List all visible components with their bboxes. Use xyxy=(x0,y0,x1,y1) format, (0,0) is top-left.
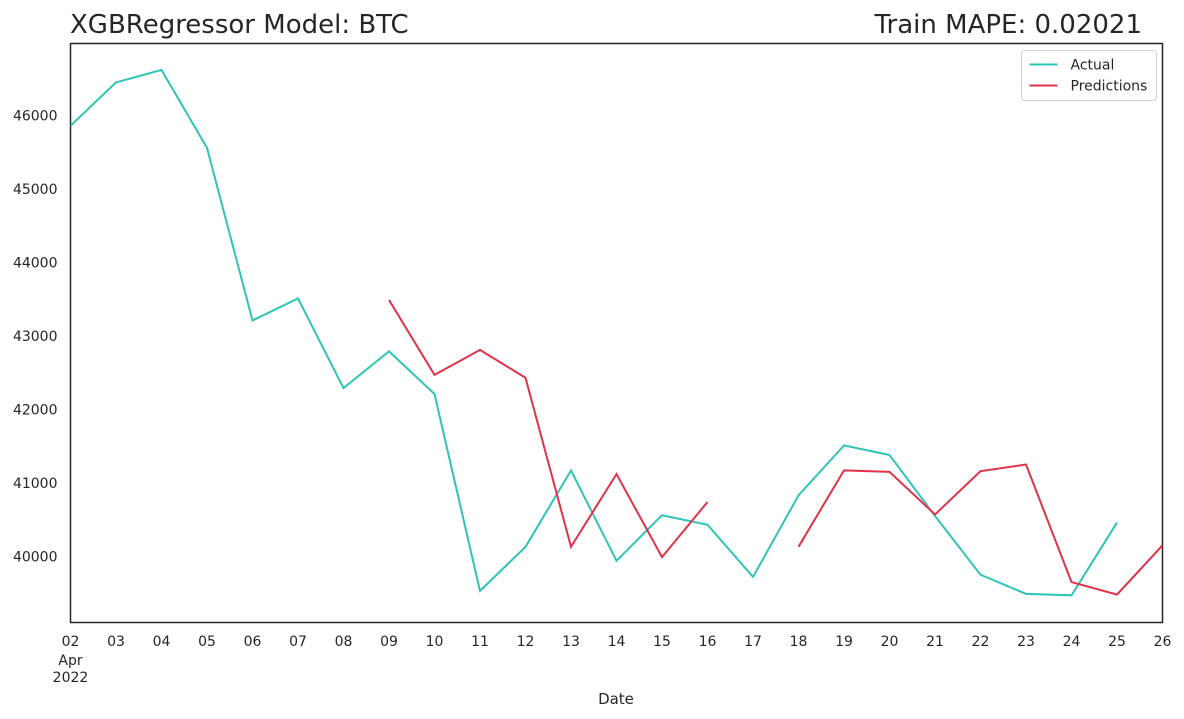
y-tick-label: 41000 xyxy=(13,476,58,492)
x-tick-label: 10 xyxy=(426,634,444,650)
plot-frame xyxy=(69,42,1164,624)
y-tick-label: 46000 xyxy=(13,109,58,125)
x-tick-label: 05 xyxy=(198,634,216,650)
legend-box xyxy=(1021,50,1157,101)
x-tick-label: 06 xyxy=(244,634,262,650)
x-tick-label: 07 xyxy=(289,634,307,650)
series-line-predictions xyxy=(388,299,1163,596)
x-tick-label: 19 xyxy=(835,634,853,650)
x-tick-label: 12 xyxy=(517,634,535,650)
chart-title-right: Train MAPE: 0.02021 xyxy=(873,10,1142,40)
x-tick-label: 22 xyxy=(972,634,990,650)
x-tick-sublabel: 2022 xyxy=(53,670,89,686)
y-tick-label: 45000 xyxy=(13,182,58,198)
x-tick-label: 08 xyxy=(335,634,353,650)
x-tick-label: 20 xyxy=(881,634,899,650)
x-tick-label: 11 xyxy=(471,634,489,650)
x-tick-label: 17 xyxy=(744,634,762,650)
x-tick-label: 14 xyxy=(608,634,626,650)
x-tick-label: 21 xyxy=(926,634,944,650)
x-tick-sublabel: Apr xyxy=(58,653,82,669)
x-axis-label: Date xyxy=(598,690,634,708)
x-tick-label: 16 xyxy=(699,634,717,650)
series-layer xyxy=(70,68,1163,597)
x-tick-label: 25 xyxy=(1108,634,1126,650)
x-tick-label: 26 xyxy=(1154,634,1172,650)
x-tick-label: 18 xyxy=(790,634,808,650)
legend: Actual Predictions xyxy=(1021,50,1157,101)
x-tick-label: 09 xyxy=(380,634,398,650)
x-axis-ticks: 02 03 04 05 06 07 08 09 10 11 12 13 14 15 16 17 18 19 20 21… xyxy=(53,634,1172,686)
x-tick-label: 03 xyxy=(107,634,125,650)
y-tick-label: 44000 xyxy=(13,255,58,271)
legend-label-actual: Actual xyxy=(1071,58,1115,74)
legend-label-predictions: Predictions xyxy=(1071,79,1148,95)
x-tick-label: 15 xyxy=(653,634,671,650)
y-tick-label: 43000 xyxy=(13,329,58,345)
x-tick-label: 13 xyxy=(562,634,580,650)
y-axis-ticks: 40000 41000 42000 43000 44000 45000 46000 xyxy=(13,109,58,566)
y-tick-label: 42000 xyxy=(13,402,58,418)
chart-title: XGBRegressor Model: BTC xyxy=(70,10,409,40)
x-tick-label: 02 xyxy=(62,634,80,650)
series-line-actual xyxy=(70,68,1118,597)
x-tick-label: 24 xyxy=(1063,634,1081,650)
x-tick-label: 04 xyxy=(153,634,171,650)
y-tick-label: 40000 xyxy=(13,549,58,565)
x-tick-label: 23 xyxy=(1017,634,1035,650)
